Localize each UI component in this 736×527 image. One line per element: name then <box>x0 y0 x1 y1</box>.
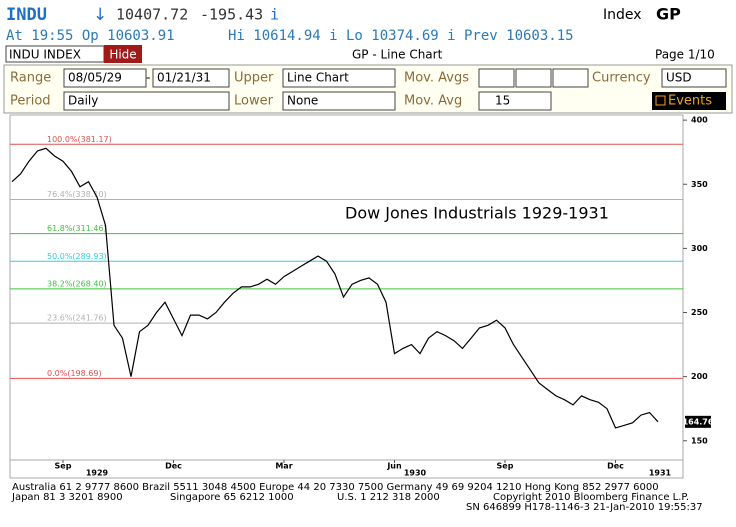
year-label: 1931 <box>649 469 672 478</box>
mov-avg-input-3[interactable] <box>552 68 589 88</box>
mov-avg-input[interactable] <box>478 91 552 111</box>
page: Page 1/10 <box>655 48 715 62</box>
x-tick-label: Jun <box>386 462 402 471</box>
upper-label: Upper <box>234 71 274 86</box>
price-line <box>11 147 659 429</box>
fib-label: 0.0%(198.69) <box>47 369 102 378</box>
mov-avg-input-1[interactable] <box>478 68 515 88</box>
footer-sn: SN 646899 H178-1146-3 21-Jan-2010 19:55:… <box>466 502 703 513</box>
lower-value: None <box>287 94 318 108</box>
y-tick-label: 400 <box>691 116 708 125</box>
ticker: INDU <box>6 5 47 25</box>
hide-button[interactable] <box>104 45 142 63</box>
open: At 19:55 Op 10603.91 <box>6 28 175 44</box>
mov-avg-label: Mov. Avg <box>404 94 462 109</box>
events-button[interactable] <box>652 92 726 110</box>
fib-label: 23.6%(241.76) <box>47 314 107 323</box>
lower-label: Lower <box>234 94 274 109</box>
period-value: Daily <box>68 94 98 108</box>
x-tick-label: Sep <box>55 462 72 471</box>
fib-label: 38.2%(268.40) <box>47 279 107 288</box>
plot-area <box>9 114 684 461</box>
upper-value: Line Chart <box>287 71 349 85</box>
currency-input[interactable] <box>661 68 727 88</box>
arrow: ↓ <box>93 5 107 25</box>
currency-label: Currency <box>592 71 651 86</box>
fib-label: 76.4%(338.10) <box>47 190 107 199</box>
range-label: Range <box>10 71 51 86</box>
range-end: 01/21/31 <box>157 71 211 85</box>
y-tick-label: 300 <box>691 244 708 253</box>
chart-title: Dow Jones Industrials 1929-1931 <box>345 204 609 223</box>
x-tick-label: Dec <box>607 462 624 471</box>
last-value: 164.76 <box>683 417 714 426</box>
hi-lo-prev: Hi 10614.94 i Lo 10374.69 i Prev 10603.1… <box>228 28 574 44</box>
range-end-input[interactable] <box>152 68 230 88</box>
flag: i <box>270 6 279 24</box>
y-tick-label: 150 <box>691 436 708 445</box>
footer-japan: Japan 81 3 3201 8900 <box>11 492 123 503</box>
fib-label: 100.0%(381.17) <box>47 135 112 144</box>
y-tick-label: 350 <box>691 180 708 189</box>
y-tick-label: 200 <box>691 372 708 381</box>
fib-label: 50.0%(289.93) <box>47 252 107 261</box>
currency-value: USD <box>666 71 692 85</box>
mov-avg-input-2[interactable] <box>515 68 552 88</box>
view-title: GP - Line Chart <box>352 48 443 62</box>
range-start-input[interactable] <box>63 68 147 88</box>
year-label: 1929 <box>86 469 109 478</box>
events-checkbox <box>655 95 666 106</box>
x-tick-label: Mar <box>275 462 292 471</box>
mov-avg-value: 15 <box>495 94 510 108</box>
range-dash: - <box>146 71 150 85</box>
period-label: Period <box>10 94 51 109</box>
last-price: 10407.72 <box>116 6 188 24</box>
last-value-box <box>685 415 711 428</box>
mov-avgs-label: Mov. Avgs <box>404 71 469 86</box>
hide-label: Hide <box>109 48 136 62</box>
function: GP <box>656 5 681 24</box>
x-tick-label: Dec <box>165 462 182 471</box>
footer-copyright: Copyright 2010 Bloomberg Finance L.P. <box>493 492 689 503</box>
asset-class: Index <box>603 7 642 23</box>
footer-us: U.S. 1 212 318 2000 <box>337 492 440 503</box>
x-tick-label: Sep <box>497 462 514 471</box>
year-label: 1930 <box>404 469 427 478</box>
footer-contacts: Australia 61 2 9777 8600 Brazil 5511 304… <box>12 482 659 493</box>
lower-input[interactable] <box>282 91 396 111</box>
security: INDU INDEX <box>9 48 81 62</box>
change: -195.43 <box>200 6 263 24</box>
x-axis-band <box>9 459 684 479</box>
y-tick-label: 250 <box>691 308 708 317</box>
period-input[interactable] <box>63 91 230 111</box>
fib-label: 61.8%(311.46) <box>47 224 107 233</box>
footer-singapore: Singapore 65 6212 1000 <box>170 492 294 503</box>
events-label: Events <box>668 94 712 109</box>
upper-input[interactable] <box>282 68 396 88</box>
range-start: 08/05/29 <box>68 71 122 85</box>
